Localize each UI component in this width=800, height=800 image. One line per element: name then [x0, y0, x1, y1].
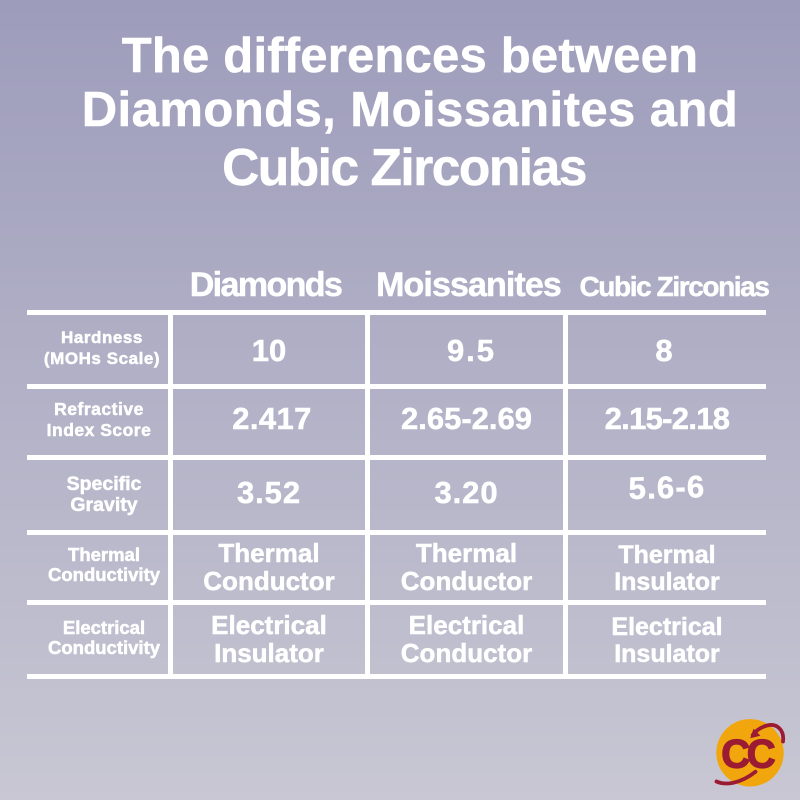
svg-text:C: C [721, 732, 750, 776]
svg-text:C: C [747, 732, 776, 776]
